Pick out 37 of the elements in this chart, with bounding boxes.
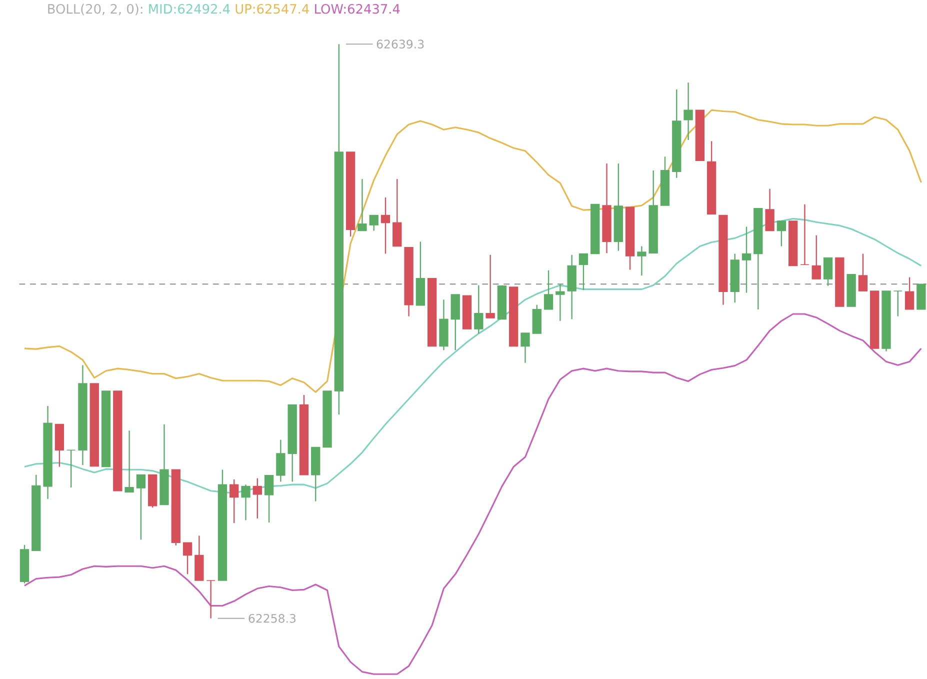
candlestick [904,276,914,310]
candlestick [182,542,192,575]
candlestick [556,283,565,322]
candlestick [893,290,902,317]
candlestick [858,253,868,292]
candlestick [66,449,76,488]
candlestick [800,204,810,266]
candlestick [544,270,554,310]
candlestick [765,188,774,232]
text: LOW:62437.4 [315,4,400,14]
candlestick [742,226,752,294]
candlestick [486,254,495,319]
chart-title: BOLL(20, 2, 0): [48,4,142,16]
candlestick [276,439,286,482]
candlestick [206,580,216,619]
candlestick [264,474,274,524]
text: MID:62492.4 [149,4,230,14]
candlestick [358,178,367,232]
candlestick [380,196,390,254]
candlestick [812,234,821,280]
candlestick [823,257,833,286]
candlestick [369,214,378,232]
annotation: 62258.3 [248,614,296,623]
candlestick [252,478,262,519]
candlestick [230,478,239,524]
candlestick [520,332,530,364]
text: UP:62547.4 [236,4,309,14]
candlestick [578,253,588,290]
candlestick [637,246,646,276]
annotation: 62639.3 [376,40,424,48]
candlestick [124,430,134,493]
candlestick [136,474,146,540]
candlestick [241,484,250,521]
candlestick [474,284,484,334]
candlestick [684,82,693,141]
candlestick [776,220,786,247]
candlestick [392,178,402,247]
